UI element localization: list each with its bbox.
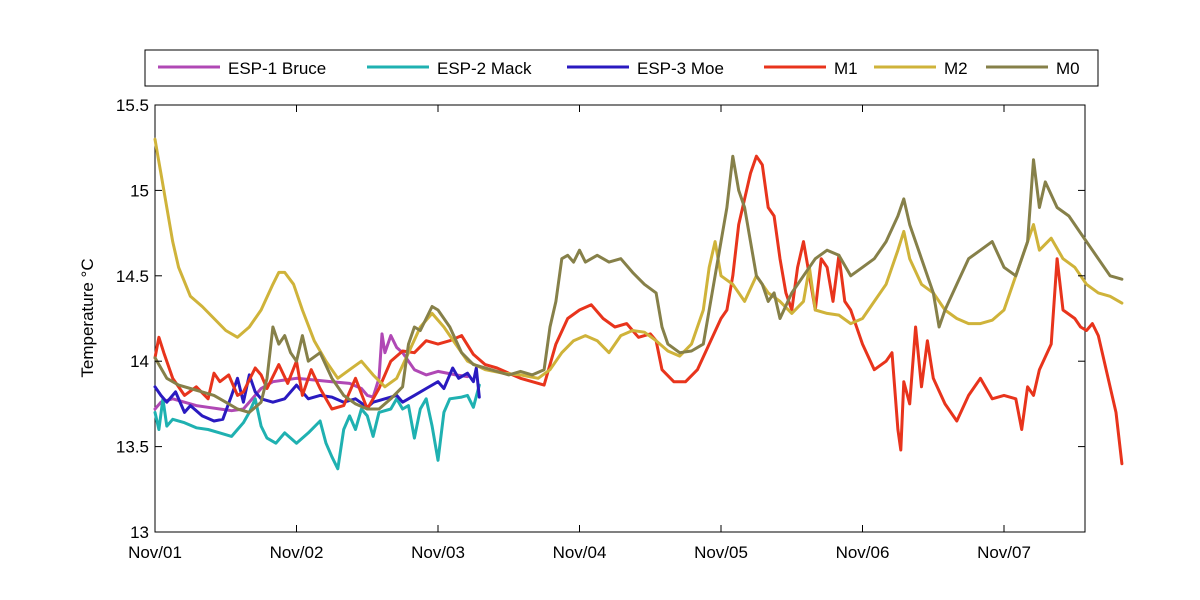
- x-tick-label: Nov/07: [977, 543, 1031, 562]
- legend-label: ESP-1 Bruce: [228, 59, 326, 78]
- legend-label: ESP-3 Moe: [637, 59, 724, 78]
- y-tick-label: 13.5: [116, 438, 149, 457]
- series-line-m1: [153, 154, 1124, 466]
- y-axis-label: Temperature °C: [78, 258, 97, 377]
- x-tick-label: Nov/03: [411, 543, 465, 562]
- y-tick-label: 14: [130, 352, 149, 371]
- y-tick-label: 14.5: [116, 267, 149, 286]
- tick-layer: 13 13.5 14 14.5 15 15.5 Nov/01 Nov/02 Nov/03 Nov/…: [116, 96, 1085, 562]
- y-tick-label: 15.5: [116, 96, 149, 115]
- x-tick-label: Nov/05: [694, 543, 748, 562]
- series-line-m0: [153, 154, 1124, 414]
- series-line-m2: [153, 137, 1124, 389]
- plot-area: 13 13.5 14 14.5 15 15.5 Nov/01 Nov/02 Nov/03 Nov/…: [116, 96, 1124, 562]
- x-tick-label: Nov/04: [553, 543, 607, 562]
- legend-label: ESP-2 Mack: [437, 59, 532, 78]
- x-tick-label: Nov/01: [128, 543, 182, 562]
- x-tick-label: Nov/02: [270, 543, 324, 562]
- x-tick-label: Nov/06: [836, 543, 890, 562]
- series-line-esp-2-mack: [153, 383, 481, 471]
- legend-label: M0: [1056, 59, 1080, 78]
- series-line-esp-3-moe: [153, 366, 481, 423]
- plot-frame: [154, 104, 1086, 533]
- legend-items: ESP-1 Bruce ESP-2 Mack ESP-3 Moe M1 M2 M0: [158, 59, 1080, 78]
- y-tick-label: 13: [130, 523, 149, 542]
- legend-label: M2: [944, 59, 968, 78]
- legend-label: M1: [834, 59, 858, 78]
- legend: ESP-1 Bruce ESP-2 Mack ESP-3 Moe M1 M2 M0: [144, 49, 1099, 87]
- y-tick-label: 15: [130, 181, 149, 200]
- series-layer: [153, 137, 1124, 471]
